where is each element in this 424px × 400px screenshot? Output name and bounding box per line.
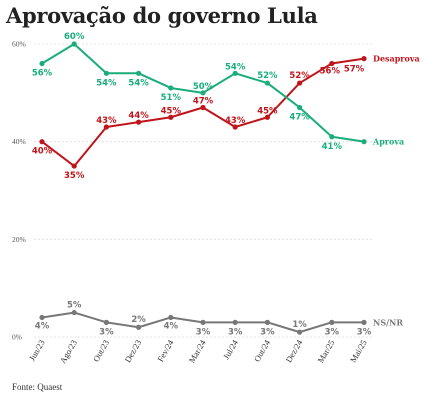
- data-label-aprova: 52%: [257, 71, 278, 81]
- data-point-aprova: [232, 70, 238, 76]
- data-point-ns-nr: [168, 314, 174, 321]
- y-tick-label: 20%: [12, 235, 26, 244]
- data-label-aprova: 54%: [128, 78, 149, 88]
- data-point-desaprova: [361, 56, 367, 62]
- data-point-aprova: [329, 134, 335, 140]
- data-point-aprova: [200, 90, 206, 96]
- data-label-ns-nr: 3%: [325, 327, 340, 337]
- data-label-desaprova: 52%: [289, 71, 310, 81]
- data-label-aprova: 60%: [64, 32, 85, 42]
- data-point-ns-nr: [200, 319, 206, 325]
- series-label-aprova: Aprova: [372, 137, 404, 147]
- data-label-aprova: 54%: [225, 62, 246, 72]
- data-label-aprova: 47%: [289, 112, 310, 122]
- data-point-ns-nr: [39, 314, 45, 321]
- data-label-desaprova: 35%: [64, 171, 85, 181]
- data-point-ns-nr: [232, 319, 238, 325]
- series-label-desaprova: Desaprova: [373, 54, 420, 64]
- data-label-ns-nr: 5%: [67, 301, 82, 311]
- data-point-desaprova: [232, 124, 238, 130]
- chart-title: Aprovação do governo Lula: [6, 3, 318, 28]
- x-tick-label: Dez/23: [122, 338, 143, 364]
- data-label-desaprova: 45%: [257, 106, 278, 116]
- data-label-ns-nr: 2%: [131, 315, 146, 325]
- data-point-ns-nr: [71, 309, 77, 316]
- data-label-aprova: 51%: [161, 93, 182, 103]
- data-label-desaprova: 40%: [32, 147, 53, 157]
- data-label-ns-nr: 3%: [357, 327, 372, 337]
- data-label-ns-nr: 3%: [196, 327, 211, 337]
- data-point-aprova: [168, 85, 174, 91]
- data-point-ns-nr: [297, 329, 303, 335]
- data-point-ns-nr: [136, 324, 142, 330]
- data-label-desaprova: 43%: [96, 116, 117, 126]
- y-tick-label: 60%: [12, 40, 26, 49]
- data-point-aprova: [136, 70, 142, 76]
- x-tick-label: Dez/24: [283, 337, 304, 364]
- data-point-desaprova: [71, 163, 77, 169]
- data-point-aprova: [361, 139, 367, 145]
- x-tick-label: Jul/24: [221, 337, 240, 361]
- data-label-desaprova: 47%: [193, 96, 214, 106]
- data-point-ns-nr: [103, 319, 109, 325]
- data-label-desaprova: 57%: [344, 65, 365, 75]
- data-label-aprova: 41%: [322, 142, 343, 152]
- data-point-desaprova: [329, 60, 335, 67]
- data-point-desaprova: [200, 104, 206, 111]
- data-point-aprova: [297, 104, 303, 111]
- y-tick-label: 0%: [12, 333, 22, 342]
- data-point-aprova: [39, 60, 45, 67]
- data-label-aprova: 56%: [32, 69, 53, 79]
- x-tick-label: Out/24: [252, 337, 273, 363]
- x-tick-label: Mar/24: [187, 337, 209, 364]
- x-tick-label: Mai/25: [348, 338, 369, 364]
- source-note: Fonte: Quaest: [12, 382, 63, 392]
- data-label-aprova: 54%: [96, 78, 117, 88]
- data-point-aprova: [103, 70, 109, 76]
- x-tick-label: Ago/23: [58, 338, 79, 365]
- x-tick-label: Fev/24: [155, 337, 176, 363]
- series-label-ns-nr: NS/NR: [373, 317, 403, 327]
- data-point-desaprova: [39, 139, 45, 145]
- data-point-ns-nr: [329, 319, 335, 325]
- x-tick-label: Mar/25: [315, 338, 336, 365]
- data-label-ns-nr: 1%: [292, 320, 307, 330]
- series-line-desaprova: [41, 57, 365, 168]
- data-label-aprova: 50%: [193, 82, 214, 92]
- data-point-ns-nr: [361, 319, 367, 325]
- data-label-ns-nr: 4%: [35, 321, 50, 331]
- data-point-desaprova: [264, 114, 270, 120]
- data-point-ns-nr: [264, 319, 270, 325]
- x-tick-label: Jun/23: [27, 338, 47, 363]
- data-point-aprova: [71, 41, 77, 47]
- data-point-aprova: [264, 80, 270, 86]
- x-tick-label: Out/23: [91, 338, 111, 363]
- data-label-ns-nr: 3%: [99, 327, 114, 337]
- data-label-desaprova: 56%: [320, 67, 341, 77]
- data-label-desaprova: 43%: [225, 116, 246, 126]
- y-tick-label: 40%: [12, 137, 26, 146]
- data-label-ns-nr: 4%: [164, 321, 179, 331]
- data-label-ns-nr: 3%: [260, 327, 275, 337]
- data-point-desaprova: [103, 124, 109, 130]
- data-label-desaprova: 45%: [161, 106, 182, 116]
- data-point-desaprova: [168, 114, 174, 120]
- data-label-ns-nr: 3%: [228, 327, 243, 337]
- data-label-desaprova: 44%: [128, 111, 149, 121]
- data-point-desaprova: [297, 80, 303, 86]
- data-point-desaprova: [136, 119, 142, 125]
